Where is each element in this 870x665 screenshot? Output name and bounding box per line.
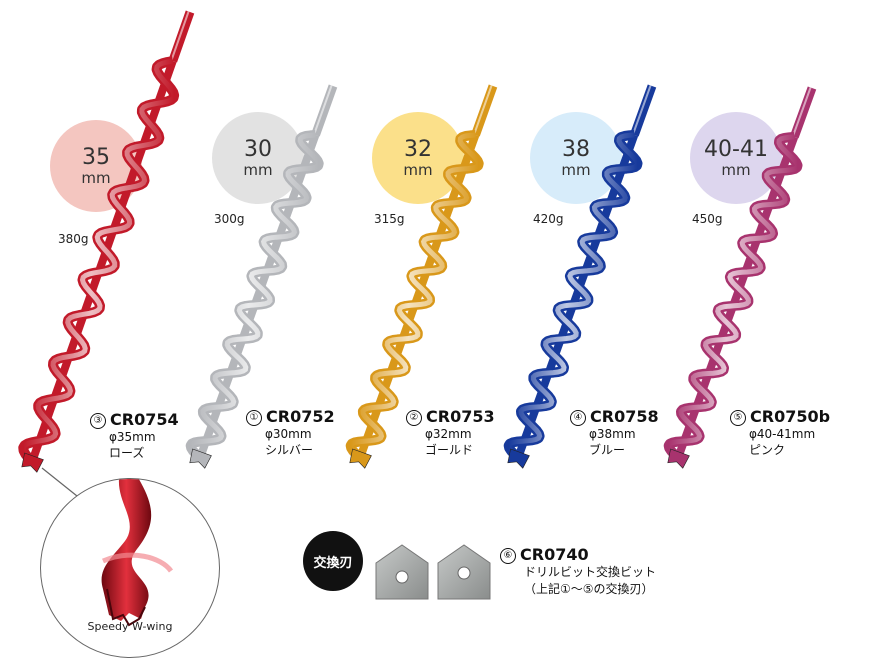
size-value: 30: [244, 137, 272, 162]
product-code: CR0754: [110, 410, 179, 429]
drill-bit-pink: [663, 86, 817, 469]
product-code: CR0758: [590, 407, 659, 426]
drill-tip-closeup: [101, 479, 174, 627]
size-unit: mm: [561, 161, 591, 179]
size-value: 38: [562, 137, 590, 162]
size-bubble-30: 30 mm: [212, 112, 304, 204]
size-value: 40-41: [704, 137, 768, 162]
product-info-cr0754: ③ CR0754 φ35mm ローズ: [90, 410, 179, 461]
product-info-cr0750b: ⑤ CR0750b φ40-41mm ピンク: [730, 407, 830, 458]
blade-note: （上記①～⑤の交換刃）: [524, 582, 654, 596]
weight-label: 300g: [214, 212, 245, 226]
product-diameter: φ35mm: [109, 430, 156, 444]
blade-left: [375, 544, 429, 600]
product-diameter: φ40-41mm: [749, 427, 816, 441]
size-bubble-32: 32 mm: [372, 112, 464, 204]
product-code: CR0750b: [750, 407, 831, 426]
product-color-name: シルバー: [265, 443, 314, 457]
replacement-blade-images: [375, 544, 491, 600]
size-unit: mm: [721, 161, 751, 179]
drill-bits-illustration: [18, 10, 817, 473]
replacement-blade-info: ⑥ CR0740 ドリルビット交換ビット （上記①～⑤の交換刃）: [500, 545, 656, 598]
weight-label: 315g: [374, 212, 405, 226]
blade-description: ドリルビット交換ビット: [524, 565, 657, 579]
product-number: ⑤: [730, 410, 746, 426]
size-value: 35: [82, 145, 110, 170]
size-value: 32: [404, 137, 432, 162]
drill-bit-silver: [185, 84, 338, 469]
closeup-label: Speedy W-wing: [87, 620, 173, 633]
replacement-blade-badge: 交換刃: [303, 531, 363, 591]
product-color-name: ブルー: [589, 443, 626, 457]
blade-right: [437, 544, 491, 600]
product-color-name: ゴールド: [425, 443, 474, 457]
product-number: ④: [570, 410, 586, 426]
product-code: CR0753: [426, 407, 495, 426]
product-number: ②: [406, 410, 422, 426]
size-bubble-38: 38 mm: [530, 112, 622, 204]
product-code: CR0740: [520, 545, 589, 564]
size-bubble-40-41: 40-41 mm: [690, 112, 782, 204]
size-bubble-35: 35 mm: [50, 120, 142, 212]
weight-label: 450g: [692, 212, 723, 226]
tip-closeup-circle: Speedy W-wing: [40, 478, 220, 658]
product-number: ①: [246, 410, 262, 426]
product-info-cr0753: ② CR0753 φ32mm ゴールド: [406, 407, 495, 458]
drill-bit-gold: [345, 84, 498, 469]
product-number: ⑥: [500, 548, 516, 564]
size-unit: mm: [403, 161, 433, 179]
drill-bit-blue: [503, 84, 657, 469]
product-code: CR0752: [266, 407, 335, 426]
size-unit: mm: [81, 169, 111, 187]
weight-label: 420g: [533, 212, 564, 226]
size-unit: mm: [243, 161, 273, 179]
product-color-name: ピンク: [749, 443, 786, 457]
product-color-name: ローズ: [109, 446, 145, 460]
product-info-cr0758: ④ CR0758 φ38mm ブルー: [570, 407, 659, 458]
product-diameter: φ32mm: [425, 427, 472, 441]
product-diameter: φ38mm: [589, 427, 636, 441]
drill-bit-rose: [18, 10, 195, 473]
product-diameter: φ30mm: [265, 427, 312, 441]
product-info-cr0752: ① CR0752 φ30mm シルバー: [246, 407, 335, 458]
weight-label: 380g: [58, 232, 89, 246]
product-number: ③: [90, 413, 106, 429]
